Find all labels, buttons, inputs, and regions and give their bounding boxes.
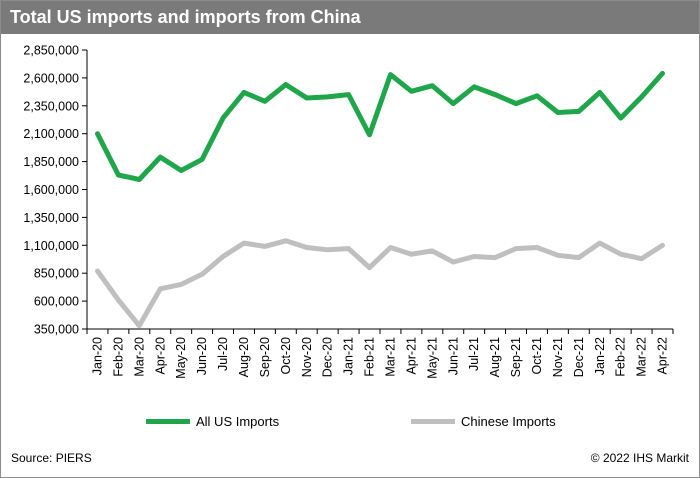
- line-chart: 350,000 600,000 850,000 1,100,000 1,350,000 1…: [23, 44, 674, 379]
- source-note: Source: PIERS: [11, 451, 92, 465]
- legend-label-chinese-imports: Chinese Imports: [461, 413, 556, 429]
- legend-swatch-all-us-imports: [146, 418, 190, 424]
- y-tick-label: 2,100,000: [23, 127, 79, 141]
- x-tick-label: Apr-22: [656, 337, 670, 375]
- x-tick-label: Jul-21: [467, 337, 481, 371]
- x-tick-label: Feb-20: [111, 337, 125, 377]
- y-tick-label: 1,600,000: [23, 183, 79, 197]
- y-tick-label: 1,350,000: [23, 211, 79, 225]
- x-tick-label: May-21: [425, 337, 439, 379]
- y-tick-label: 2,350,000: [23, 99, 79, 113]
- x-tick-label: Apr-20: [153, 337, 167, 375]
- x-tick-label: Jun-20: [195, 337, 209, 375]
- title-bar: Total US imports and imports from China: [1, 1, 699, 34]
- x-tick-label: Sep-21: [509, 337, 523, 377]
- chart-title: Total US imports and imports from China: [10, 7, 361, 27]
- x-tick-label: Sep-20: [258, 337, 272, 377]
- x-tick-label: Mar-21: [383, 337, 397, 377]
- x-tick-label: Jan-22: [593, 337, 607, 375]
- x-tick-label: Nov-20: [300, 337, 314, 377]
- x-tick-label: Nov-21: [551, 337, 565, 377]
- x-tick-label: Mar-20: [132, 337, 146, 377]
- legend-item-all-us-imports: All US Imports: [146, 413, 279, 429]
- series-line-chinese-imports: [95, 238, 665, 329]
- x-tick-label: Mar-22: [635, 337, 649, 377]
- legend-item-chinese-imports: Chinese Imports: [411, 413, 556, 429]
- x-tick-label: Dec-20: [321, 337, 335, 377]
- x-tick-label: Aug-20: [237, 337, 251, 377]
- x-tick-label: Aug-21: [488, 337, 502, 377]
- y-tick-label: 1,100,000: [23, 239, 79, 253]
- series-line-all-us-imports: [95, 70, 665, 182]
- y-tick-label: 2,850,000: [23, 44, 79, 58]
- legend-swatch-chinese-imports: [411, 418, 455, 424]
- x-tick-label: Jun-21: [446, 337, 460, 375]
- x-tick-label: Dec-21: [572, 337, 586, 377]
- x-tick-label: Oct-21: [530, 337, 544, 375]
- x-tick-label: Jan-20: [90, 337, 104, 375]
- y-tick-label: 850,000: [34, 267, 79, 281]
- x-tick-label: Apr-21: [404, 337, 418, 375]
- y-tick-label: 2,600,000: [23, 71, 79, 85]
- copyright-note: © 2022 IHS Markit: [590, 451, 689, 465]
- legend-label-all-us-imports: All US Imports: [196, 413, 280, 429]
- x-tick-label: May-20: [174, 337, 188, 379]
- x-tick-label: Jan-21: [342, 337, 356, 375]
- x-tick-label: Feb-22: [614, 337, 628, 377]
- y-tick-label: 350,000: [34, 323, 79, 337]
- x-tick-label: Jul-20: [216, 337, 230, 371]
- y-tick-label: 1,850,000: [23, 155, 79, 169]
- x-tick-label: Oct-20: [279, 337, 293, 375]
- y-tick-label: 600,000: [34, 295, 79, 309]
- x-tick-label: Feb-21: [363, 337, 377, 377]
